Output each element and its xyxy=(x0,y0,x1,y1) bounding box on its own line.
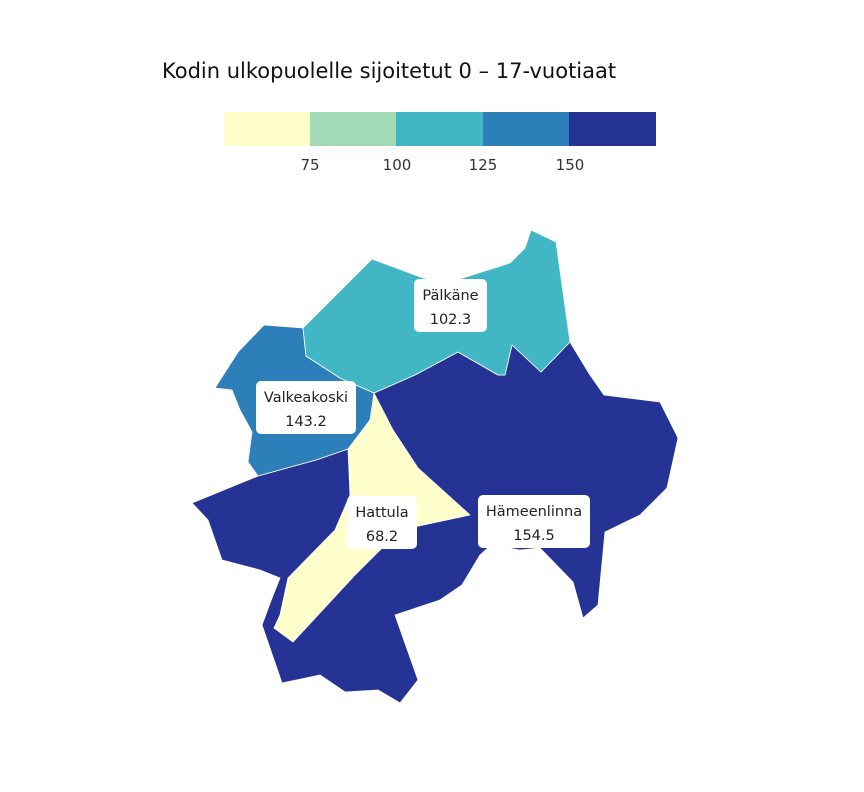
region-name: Hämeenlinna xyxy=(486,504,582,520)
region-labels: Pälkäne 102.3 Valkeakoski 143.2 Hattula … xyxy=(256,279,590,549)
label-hattula: Hattula 68.2 xyxy=(347,496,417,549)
map-title: Kodin ulkopuolelle sijoitetut 0 – 17-vuo… xyxy=(162,59,616,83)
label-hameenlinna: Hämeenlinna 154.5 xyxy=(478,495,590,548)
legend-tick: 125 xyxy=(469,156,498,174)
legend-tick: 100 xyxy=(383,156,412,174)
region-value: 143.2 xyxy=(285,414,327,430)
region-value: 68.2 xyxy=(366,529,398,545)
label-valkeakoski: Valkeakoski 143.2 xyxy=(256,381,356,434)
legend-swatch-3 xyxy=(396,112,483,146)
region-name: Pälkäne xyxy=(422,288,478,304)
label-palkane: Pälkäne 102.3 xyxy=(414,279,487,332)
legend-swatch-1 xyxy=(224,112,311,146)
legend-swatch-5 xyxy=(569,112,656,146)
region-value: 154.5 xyxy=(513,528,555,544)
region-name: Hattula xyxy=(355,505,408,521)
legend-swatch-4 xyxy=(483,112,570,146)
legend-swatch-2 xyxy=(310,112,397,146)
legend-tick: 75 xyxy=(300,156,319,174)
color-legend: 75 100 125 150 xyxy=(224,112,656,174)
legend-tick: 150 xyxy=(556,156,585,174)
region-name: Valkeakoski xyxy=(264,390,348,406)
region-value: 102.3 xyxy=(430,312,472,328)
